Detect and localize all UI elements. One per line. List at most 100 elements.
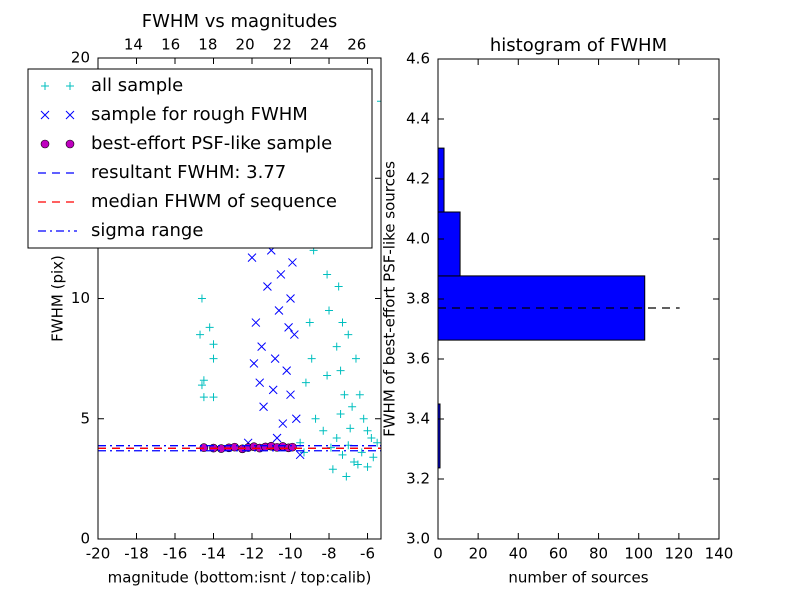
x-tick-label: -18: [124, 545, 149, 563]
point: [257, 342, 266, 351]
legend-label: resultant FWHM: 3.77: [91, 162, 286, 183]
point: [323, 270, 332, 279]
legend-label: sample for rough FWHM: [91, 104, 308, 125]
point: [209, 354, 218, 363]
y-tick-label: 4.4: [406, 110, 430, 128]
x-tick-label: 60: [549, 545, 568, 563]
point: [295, 450, 305, 460]
point: [348, 402, 357, 411]
legend-marker: [40, 110, 50, 120]
y-tick-label: 5: [80, 409, 90, 427]
x-tick-label: -10: [278, 545, 303, 563]
point: [282, 366, 292, 376]
legend-marker: [66, 82, 74, 90]
x2-tick-label: 18: [198, 36, 217, 54]
point: [263, 282, 272, 291]
point: [377, 97, 381, 106]
legend-marker: [41, 82, 49, 90]
point: [340, 390, 349, 399]
axes-frame: [97, 57, 382, 540]
point: [351, 354, 360, 363]
y-tick-label: 3.6: [406, 350, 430, 368]
x-tick-label: 120: [665, 545, 694, 563]
point: [334, 282, 343, 291]
point: [209, 340, 218, 349]
point: [290, 330, 299, 339]
x-tick-label: -20: [86, 545, 111, 563]
point: [325, 306, 334, 315]
y-tick-label: 20: [71, 49, 90, 67]
point: [286, 294, 295, 303]
point: [286, 390, 295, 400]
point: [305, 318, 314, 327]
point: [336, 409, 345, 418]
point: [255, 378, 265, 388]
x-tick-label: 80: [589, 545, 608, 563]
x-axis-label: number of sources: [508, 569, 648, 587]
point: [288, 258, 297, 267]
point: [278, 419, 288, 428]
legend-marker: [65, 110, 75, 120]
x-tick-label: 40: [509, 545, 528, 563]
point: [311, 414, 320, 423]
legend-label: best-effort PSF-like sample: [91, 133, 332, 154]
x2-tick-label: 14: [124, 36, 143, 54]
x-tick-label: -14: [201, 545, 226, 563]
point: [323, 371, 332, 380]
y-tick-label: 4.2: [406, 170, 430, 188]
point: [272, 433, 282, 443]
point: [357, 448, 366, 457]
x-tick-label: 140: [705, 545, 734, 563]
point: [205, 323, 214, 332]
point: [338, 318, 347, 327]
legend-marker: [65, 139, 75, 149]
point: [209, 393, 218, 402]
x2-tick-label: 26: [347, 36, 366, 54]
legend: all sample sample for rough FWHM best-effo…: [27, 68, 373, 249]
legend-label: median FHWM of sequence: [91, 191, 337, 212]
point: [363, 426, 372, 435]
chart-title: histogram of FWHM: [490, 35, 667, 56]
point: [251, 318, 261, 327]
y-tick-label: 3.8: [406, 290, 430, 308]
y-tick-label: 4.0: [406, 230, 430, 248]
x-tick-label: -12: [240, 545, 265, 563]
x-tick-label: -16: [163, 545, 188, 563]
point: [259, 402, 268, 412]
x-tick-label: 0: [433, 545, 443, 563]
histogram-plot: [438, 147, 680, 469]
bar: [438, 403, 441, 469]
point: [307, 354, 316, 363]
y-axis-label: FWHM (pix): [49, 255, 67, 342]
y-tick-label: 3.2: [406, 470, 430, 488]
legend-box: [27, 68, 373, 249]
legend-label: sigma range: [91, 220, 203, 241]
point: [270, 354, 280, 363]
point: [230, 442, 239, 452]
point: [268, 385, 278, 395]
point: [197, 381, 206, 390]
point: [249, 359, 259, 368]
point: [346, 424, 355, 433]
x-axis-label: magnitude (bottom:isnt / top:calib): [108, 569, 372, 587]
x-tick-label: -8: [322, 545, 337, 563]
point: [328, 465, 337, 474]
y-axis-label: FWHM of best-effort PSF-like sources: [381, 161, 399, 437]
point: [342, 472, 351, 481]
point: [197, 294, 206, 303]
point: [199, 393, 208, 402]
point: [276, 270, 286, 279]
point: [332, 433, 341, 442]
point: [319, 426, 328, 435]
x2-tick-label: 24: [310, 36, 329, 54]
point: [326, 443, 335, 452]
point: [199, 376, 208, 385]
legend-label: all sample: [91, 75, 183, 96]
point: [363, 462, 372, 471]
point: [299, 448, 308, 457]
legend-marker: [40, 139, 50, 149]
point: [338, 450, 347, 459]
overlay: -20 -18 -16 -14 -12 -10 -8 -6 FWHM vs magnitudes…: [27, 11, 734, 587]
x2-tick-label: 20: [236, 36, 255, 54]
point: [369, 453, 378, 462]
